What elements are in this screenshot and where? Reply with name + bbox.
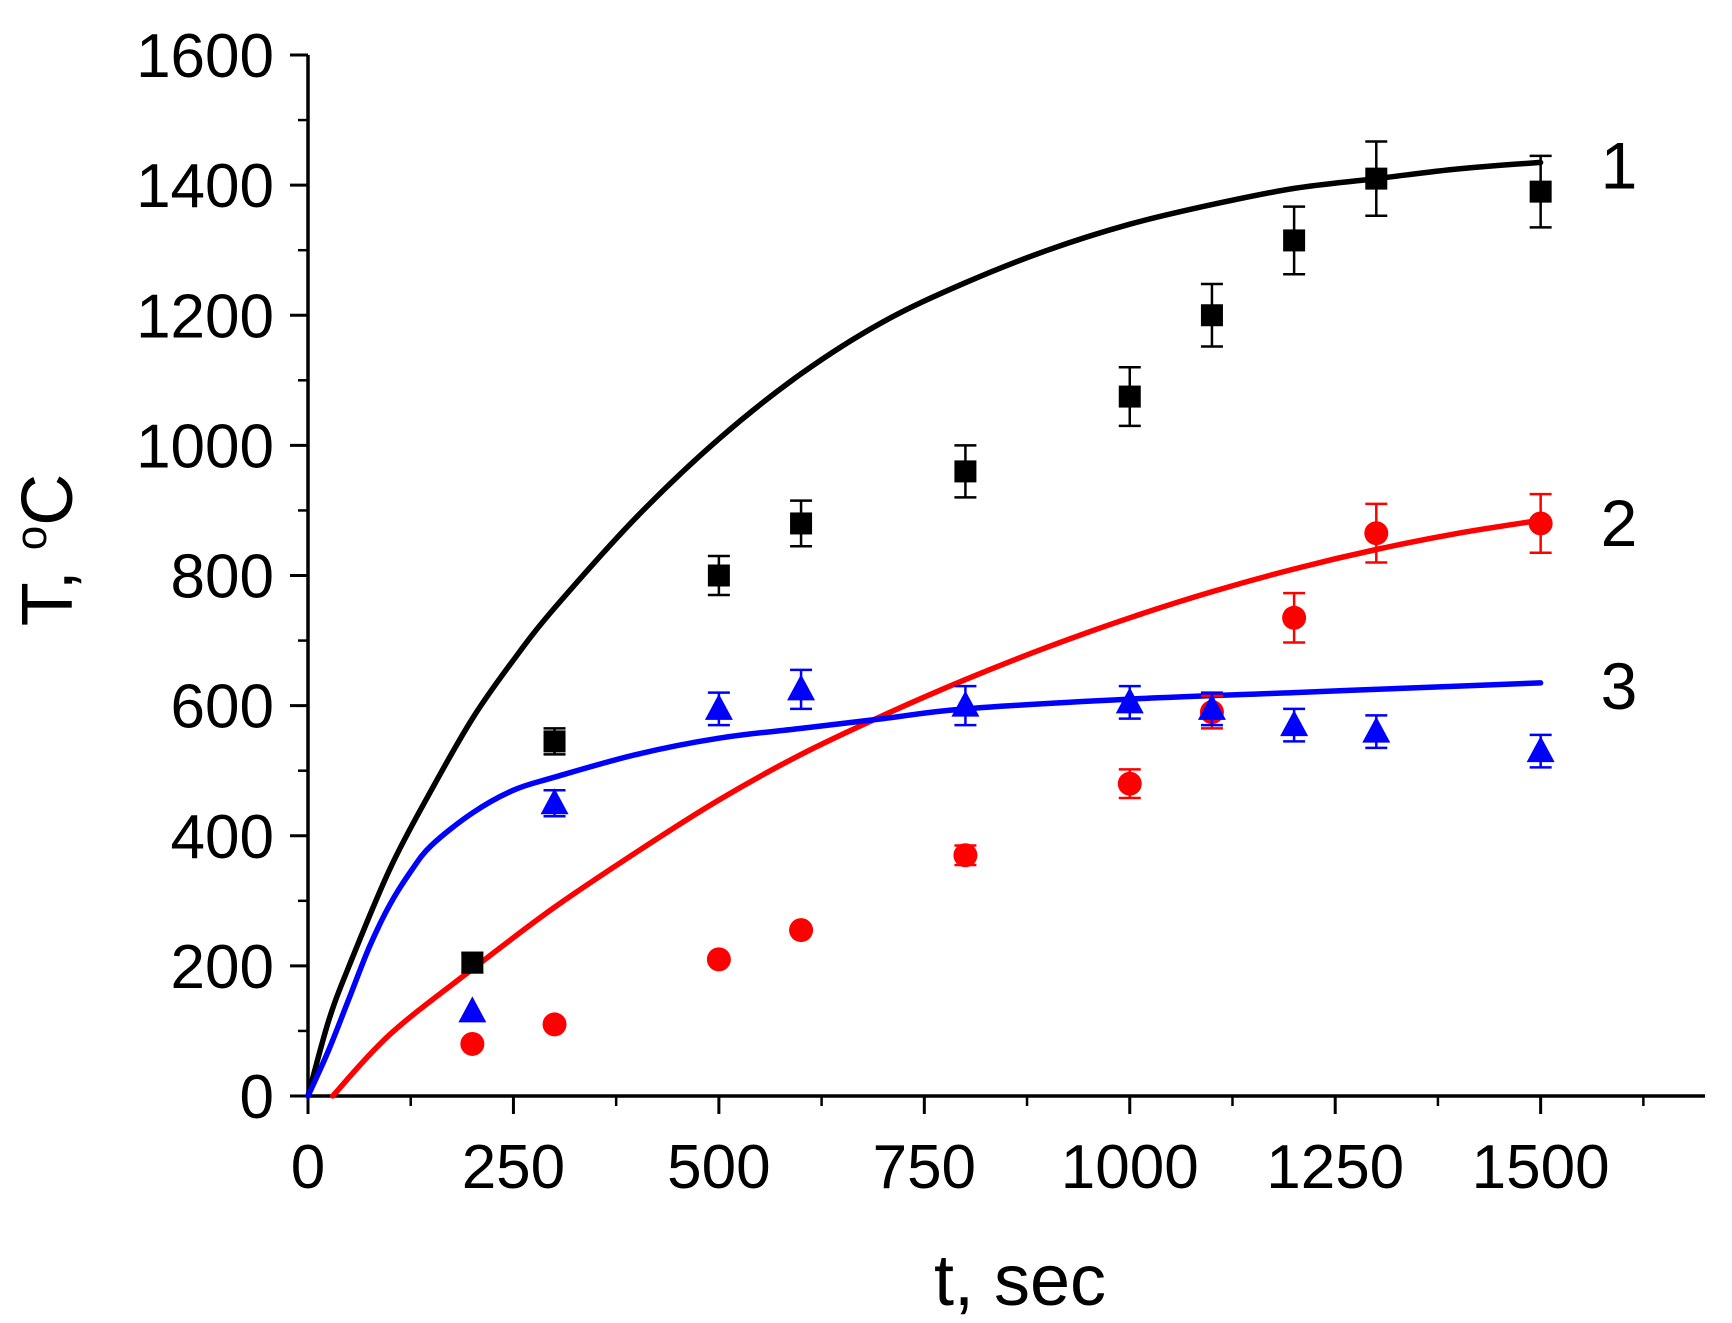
- point-series-2: [460, 1031, 485, 1056]
- point-series-2: [1117, 771, 1142, 796]
- point-series-3: [1280, 710, 1309, 737]
- y-tick-label-600: 600: [171, 673, 274, 742]
- curve-label-1: 1: [1601, 128, 1638, 202]
- x-tick-label-0: 0: [291, 1133, 325, 1202]
- point-series-1: [954, 460, 977, 483]
- y-tick-label-200: 200: [171, 933, 274, 1002]
- axes: [306, 55, 1705, 1098]
- point-series-2: [789, 918, 814, 943]
- y-tick-label-1600: 1600: [136, 22, 274, 91]
- y-tick-label-1000: 1000: [136, 412, 274, 481]
- y-tick-label-800: 800: [171, 543, 274, 612]
- x-axis-title: t, sec: [934, 1241, 1106, 1321]
- point-series-1: [461, 951, 484, 974]
- y-axis-title-unit: C: [8, 474, 88, 526]
- x-tick-label-1000: 1000: [1061, 1133, 1199, 1202]
- point-series-1: [1365, 167, 1388, 190]
- point-series-3: [1362, 716, 1391, 743]
- point-series-3: [458, 996, 487, 1023]
- point-series-3: [787, 674, 816, 701]
- point-series-2: [1282, 605, 1307, 630]
- curve-label-3: 3: [1601, 649, 1638, 723]
- point-series-2: [542, 1012, 567, 1037]
- y-tick-label-1400: 1400: [136, 152, 274, 221]
- point-series-3: [1526, 736, 1555, 763]
- points: [458, 140, 1555, 1056]
- curves: [305, 159, 1544, 1099]
- x-tick-label-1500: 1500: [1472, 1133, 1610, 1202]
- x-tick-label-1250: 1250: [1266, 1133, 1404, 1202]
- point-series-1: [707, 564, 730, 587]
- point-series-3: [540, 788, 569, 815]
- x-tick-label-500: 500: [667, 1133, 770, 1202]
- curve-series-1: [305, 159, 1544, 1099]
- y-tick-label-0: 0: [240, 1063, 274, 1132]
- curve-label-2: 2: [1601, 486, 1638, 560]
- point-series-2: [706, 947, 731, 972]
- y-tick-label-400: 400: [171, 803, 274, 872]
- x-tick-label-750: 750: [873, 1133, 976, 1202]
- x-tick-label-250: 250: [462, 1133, 565, 1202]
- point-series-3: [1197, 693, 1226, 720]
- y-axis-title: T, oC: [7, 474, 88, 627]
- point-series-3: [951, 690, 980, 717]
- point-series-1: [1200, 304, 1223, 327]
- labels: t, sec T, oC 1 2 3: [7, 128, 1637, 1321]
- point-series-1: [1529, 180, 1552, 203]
- y-axis-title-degree: o: [7, 526, 56, 550]
- curve-series-2: [329, 517, 1544, 1099]
- y-axis-title-main: T,: [8, 550, 88, 626]
- point-series-2: [1528, 511, 1553, 536]
- point-series-1: [1118, 385, 1141, 408]
- y-tick-label-1200: 1200: [136, 282, 274, 351]
- ticks: 0 250 500 750 1000 1250 1500 0 200 400 600 800 1000 1…: [136, 22, 1645, 1202]
- point-series-1: [543, 730, 566, 753]
- point-series-3: [1115, 687, 1144, 714]
- point-series-2: [1364, 521, 1389, 546]
- point-series-2: [953, 843, 978, 868]
- point-series-1: [1283, 229, 1306, 252]
- point-series-3: [704, 693, 733, 720]
- point-series-1: [790, 512, 813, 535]
- curve-series-3: [305, 680, 1544, 1099]
